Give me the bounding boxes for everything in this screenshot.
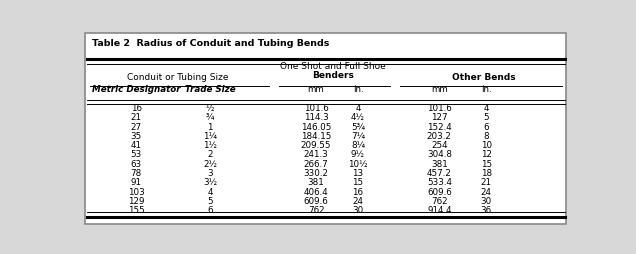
Text: 4: 4 [483,104,489,113]
Text: 203.2: 203.2 [427,132,452,141]
Text: Conduit or Tubing Size: Conduit or Tubing Size [127,73,229,82]
Text: 146.05: 146.05 [301,122,331,132]
Text: 5: 5 [483,113,489,122]
Text: 63: 63 [130,160,142,169]
Text: 241.3: 241.3 [304,150,328,160]
Text: 533.4: 533.4 [427,178,452,187]
FancyBboxPatch shape [85,33,567,224]
Text: 10: 10 [481,141,492,150]
Text: 24: 24 [481,187,492,197]
Text: 10½: 10½ [348,160,368,169]
Text: 406.4: 406.4 [304,187,328,197]
Text: 21: 21 [481,178,492,187]
Text: 3: 3 [207,169,213,178]
Text: 7¼: 7¼ [351,132,365,141]
Text: 101.6: 101.6 [427,104,452,113]
Text: 6: 6 [483,122,489,132]
Text: 209.55: 209.55 [301,141,331,150]
Text: 13: 13 [352,169,364,178]
Text: 30: 30 [481,197,492,206]
Text: 762: 762 [431,197,448,206]
Text: Table 2  Radius of Conduit and Tubing Bends: Table 2 Radius of Conduit and Tubing Ben… [92,39,329,48]
Text: in.: in. [481,85,492,94]
Text: 91: 91 [130,178,142,187]
Text: 15: 15 [481,160,492,169]
Text: in.: in. [353,85,363,94]
Text: 6: 6 [207,206,213,215]
Text: Benders: Benders [312,71,354,80]
Text: 9½: 9½ [351,150,365,160]
Text: 41: 41 [130,141,142,150]
Text: 15: 15 [352,178,364,187]
Text: mm: mm [431,85,448,94]
Text: 114.3: 114.3 [304,113,328,122]
Text: 30: 30 [352,206,364,215]
Text: 4½: 4½ [351,113,365,122]
Text: 5¾: 5¾ [351,122,365,132]
Text: 1: 1 [207,122,213,132]
Text: 36: 36 [481,206,492,215]
Text: 27: 27 [130,122,142,132]
Text: 3½: 3½ [203,178,217,187]
Text: 4: 4 [356,104,361,113]
Text: 914.4: 914.4 [427,206,452,215]
Text: ½: ½ [206,104,214,113]
Text: 184.15: 184.15 [301,132,331,141]
Text: 78: 78 [130,169,142,178]
Text: 330.2: 330.2 [303,169,329,178]
Text: Other Bends: Other Bends [452,73,516,82]
Text: 21: 21 [130,113,142,122]
Text: 1¼: 1¼ [203,132,217,141]
Text: 266.7: 266.7 [304,160,328,169]
Text: 609.6: 609.6 [304,197,328,206]
Text: 381: 381 [431,160,448,169]
Text: 1½: 1½ [203,141,217,150]
Text: 35: 35 [130,132,142,141]
Text: 24: 24 [352,197,364,206]
Text: 103: 103 [128,187,144,197]
Text: 254: 254 [431,141,448,150]
Text: Metric Designator: Metric Designator [92,85,181,94]
Text: 53: 53 [130,150,142,160]
Text: ¾: ¾ [206,113,214,122]
Text: mm: mm [308,85,324,94]
Text: 762: 762 [308,206,324,215]
Text: Trade Size: Trade Size [185,85,235,94]
Text: One Shot and Full Shoe: One Shot and Full Shoe [280,61,386,71]
Text: 609.6: 609.6 [427,187,452,197]
Text: 101.6: 101.6 [304,104,328,113]
Text: 8¼: 8¼ [351,141,365,150]
Text: 4: 4 [207,187,213,197]
Text: 12: 12 [481,150,492,160]
Text: 2½: 2½ [203,160,217,169]
Text: 152.4: 152.4 [427,122,452,132]
Text: 16: 16 [352,187,364,197]
Text: 2: 2 [207,150,213,160]
Text: 8: 8 [483,132,489,141]
Text: 457.2: 457.2 [427,169,452,178]
Text: 381: 381 [308,178,324,187]
Text: 127: 127 [431,113,448,122]
Text: 155: 155 [128,206,144,215]
Text: 18: 18 [481,169,492,178]
Text: 129: 129 [128,197,144,206]
Text: 5: 5 [207,197,213,206]
Text: 16: 16 [130,104,142,113]
Text: 304.8: 304.8 [427,150,452,160]
